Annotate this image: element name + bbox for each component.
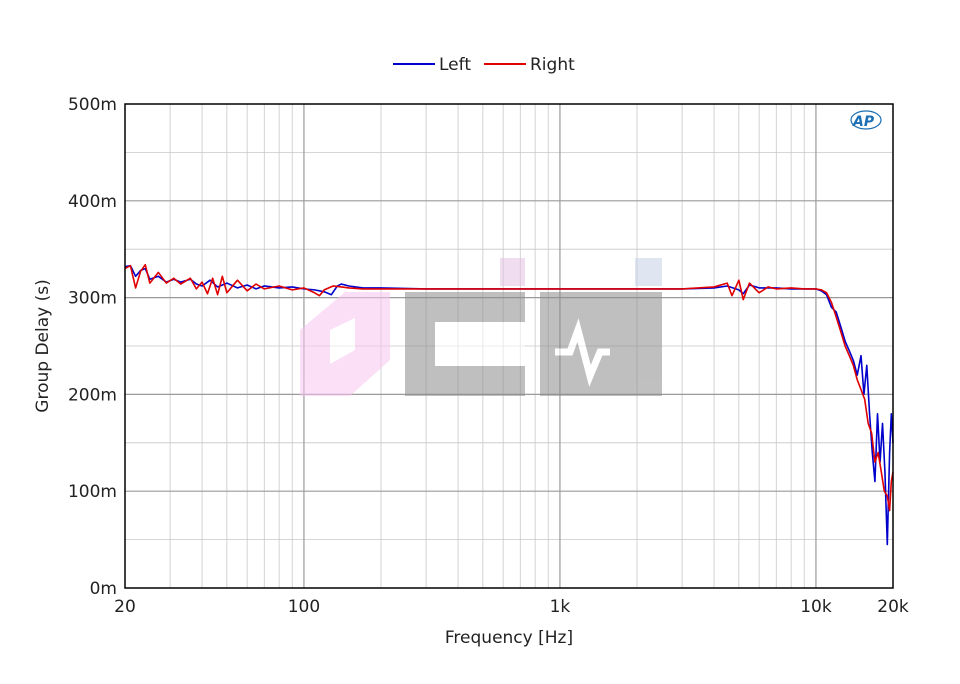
y-tick-label: 200m [68, 385, 117, 405]
svg-text:AP: AP [852, 114, 875, 130]
tick-labels: 20 100 1k 10k 20k 0m 100m 200m 300m 400m 500m [68, 95, 909, 617]
x-tick-label: 1k [550, 597, 571, 617]
legend-label-left: Left [439, 55, 471, 75]
x-axis-title: Frequency [Hz] [445, 628, 573, 648]
x-tick-label: 20k [877, 597, 909, 617]
plot-border [124, 103, 894, 589]
y-tick-label: 300m [68, 289, 117, 309]
x-tick-label: 20 [114, 597, 136, 617]
y-tick-label: 0m [90, 579, 117, 599]
legend-label-right: Right [530, 55, 575, 75]
legend: Left Right [393, 55, 575, 75]
series-line-right [124, 263, 894, 512]
y-tick-label: 500m [68, 95, 117, 115]
y-tick-label: 400m [68, 192, 117, 212]
watermark-logo [300, 258, 662, 396]
series-layer [124, 263, 894, 546]
x-tick-label: 100 [288, 597, 320, 617]
y-tick-label: 100m [68, 482, 117, 502]
ap-logo: AP [850, 110, 882, 130]
x-tick-label: 10k [800, 597, 832, 617]
y-axis-title: Group Delay (s) [33, 279, 53, 412]
